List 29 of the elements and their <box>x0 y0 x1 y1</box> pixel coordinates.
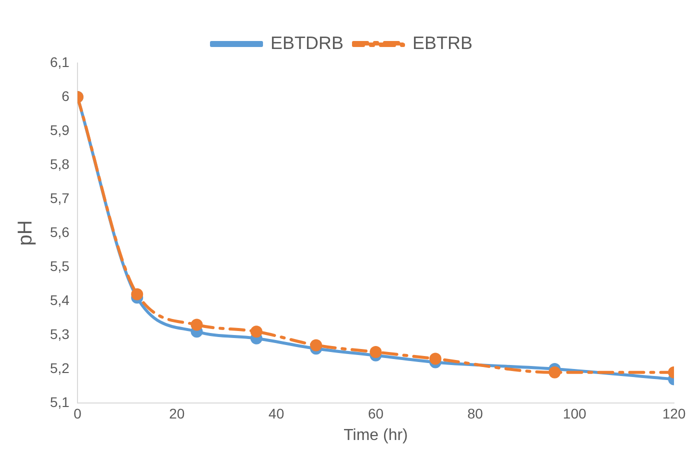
legend-label: EBTRB <box>412 32 473 53</box>
legend-label: EBTDRB <box>270 32 344 53</box>
point <box>310 339 322 352</box>
y-tick-label: 5,6 <box>50 224 70 240</box>
y-tick-label: 6 <box>62 88 70 104</box>
point <box>429 352 442 365</box>
y-tick-label: 5,2 <box>50 360 70 376</box>
point <box>131 288 144 300</box>
y-tick-label: 5,1 <box>50 394 70 410</box>
y-tick-label: 5,3 <box>50 326 70 342</box>
x-tick-label: 120 <box>662 405 686 422</box>
x-tick-label: 40 <box>268 405 284 422</box>
y-tick-label: 5,8 <box>50 156 70 172</box>
point <box>548 366 561 378</box>
point <box>250 326 262 338</box>
y-tick-label: 5,9 <box>50 122 70 138</box>
y-axis-title: pH <box>14 220 37 246</box>
y-tick-label: 5,4 <box>50 292 70 308</box>
x-tick-label: 0 <box>74 405 82 422</box>
y-tick-label: 5,7 <box>50 190 70 206</box>
point <box>190 318 203 331</box>
x-axis-title: Time (hr) <box>344 426 408 444</box>
x-tick-label: 100 <box>562 405 586 422</box>
x-tick-label: 20 <box>169 405 185 422</box>
point <box>370 346 382 358</box>
x-tick-label: 80 <box>467 405 484 422</box>
y-tick-label: 6,1 <box>50 54 70 70</box>
x-tick-label: 60 <box>368 405 384 422</box>
y-tick-label: 5,5 <box>50 258 70 274</box>
